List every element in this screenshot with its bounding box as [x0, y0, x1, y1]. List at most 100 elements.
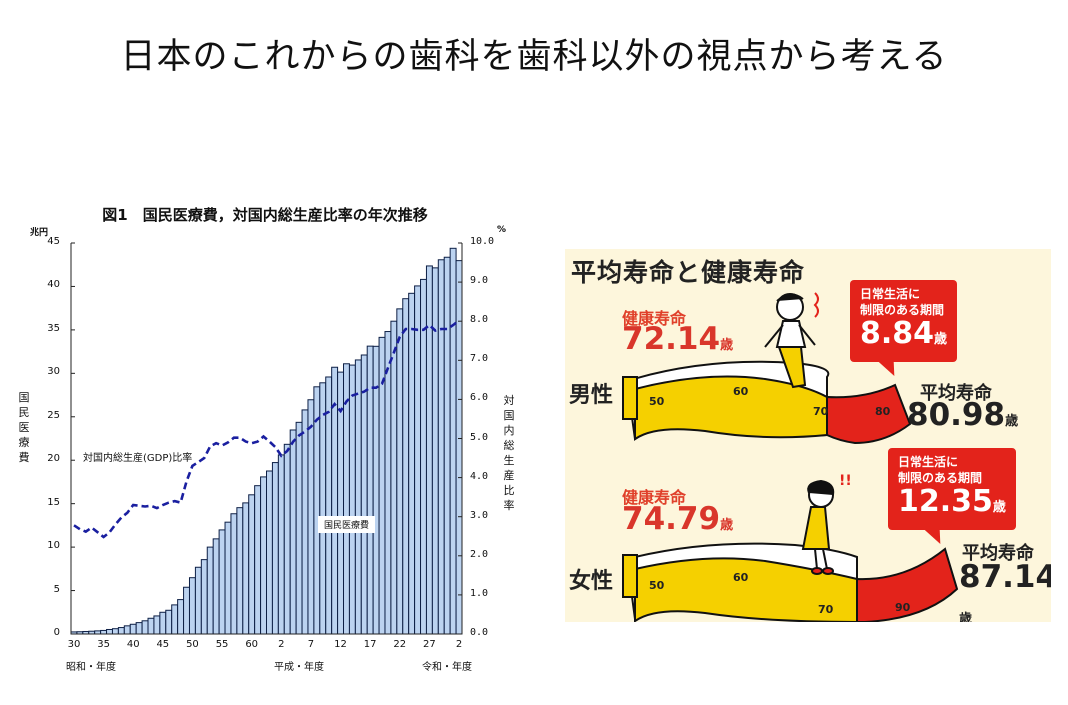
bar [212, 538, 220, 635]
x-tick-label: 7 [307, 639, 315, 650]
x-tick-label: 45 [156, 639, 170, 650]
bar [283, 443, 291, 635]
bar [242, 502, 250, 635]
bar [224, 521, 232, 635]
bar [414, 285, 422, 635]
slide-title: 日本のこれからの歯科を歯科以外の視点から考える [120, 37, 948, 77]
bar [325, 376, 333, 635]
left-tick-label: 45 [47, 236, 60, 247]
bar [165, 609, 173, 635]
svg-text:50: 50 [649, 579, 665, 592]
x-tick-label: 60 [245, 639, 259, 650]
female-limited-value: 12.35歳 [898, 484, 1006, 519]
left-axis-label: 国民医療費 [18, 391, 30, 464]
male-limited-period-bubble: 日常生活に 制限のある期間 8.84歳 [850, 280, 958, 362]
bar [437, 259, 445, 635]
bar [313, 386, 321, 635]
bar [266, 470, 273, 635]
svg-text:!!: !! [839, 473, 852, 489]
bar [129, 623, 137, 635]
male-limited-value: 8.84歳 [860, 316, 948, 351]
bar [159, 611, 167, 635]
bar [135, 622, 143, 635]
svg-text:90: 90 [895, 601, 911, 614]
bar [449, 247, 457, 635]
timeline-ribbons: !! 50 60 70 80 50 60 70 90 [622, 292, 959, 622]
medical-expenditure-chart: 図1 国民医療費，対国内総生産比率の年次推移 兆円 % 国民医療費 対国内総生産… [0, 190, 530, 690]
bar [348, 364, 356, 635]
bar [106, 628, 113, 635]
female-healthy-value: 74.79歳 [622, 501, 734, 537]
life-expectancy-infographic: 平均寿命と健康寿命 [565, 249, 1051, 622]
bar [295, 421, 303, 635]
left-tick-label: 10 [47, 540, 60, 552]
gdp-ratio-line [73, 319, 460, 539]
bubble-line-2: 制限のある期間 [898, 471, 983, 485]
bar [354, 359, 362, 635]
bar [194, 566, 202, 635]
bar [431, 267, 439, 635]
bar [183, 586, 190, 635]
female-avg-label: 平均寿命 [962, 543, 1034, 564]
left-tick-label: 30 [47, 366, 60, 378]
bar [390, 320, 398, 635]
male-avg-value: 80.98歳 [907, 397, 1019, 433]
chart-plot-area [70, 242, 463, 635]
svg-text:70: 70 [813, 405, 829, 418]
right-tick-label: 10.0 [470, 236, 495, 247]
bar [402, 298, 410, 635]
x-tick-label: 40 [126, 639, 140, 650]
right-tick-label: 7.0 [470, 353, 489, 365]
right-tick-label: 0.0 [470, 627, 489, 638]
bar [100, 629, 108, 635]
left-tick-label: 25 [47, 409, 60, 421]
bar [425, 265, 433, 635]
bar [260, 476, 267, 635]
x-tick-label: 17 [363, 639, 377, 650]
bar [301, 409, 309, 635]
bar [117, 627, 125, 635]
bubble-line-1: 日常生活に [898, 455, 959, 469]
x-tick-label: 35 [97, 639, 110, 650]
male-healthy-value: 72.14歳 [622, 321, 734, 357]
bar [147, 617, 155, 635]
right-tick-label: 2.0 [470, 548, 489, 560]
legend-line-label: 対国内総生産(GDP)比率 [83, 453, 193, 464]
bar [360, 354, 368, 635]
bar [372, 345, 380, 635]
era-label-showa: 昭和・年度 [66, 662, 116, 673]
female-healthy-label: 健康寿命 [622, 488, 687, 507]
right-tick-label: 9.0 [470, 275, 489, 287]
bar [206, 546, 214, 635]
right-tick-label: 6.0 [470, 392, 489, 404]
right-axis-unit: % [497, 225, 507, 235]
bar [230, 513, 238, 635]
x-tick-label: 50 [186, 639, 199, 650]
male-healthy-label: 健康寿命 [622, 309, 687, 328]
x-tick-label: 27 [423, 639, 436, 650]
right-tick-label: 4.0 [470, 470, 489, 482]
era-label-reiwa: 令和・年度 [422, 662, 472, 673]
left-tick-label: 35 [47, 322, 60, 334]
bar [289, 429, 297, 635]
female-ribbon [622, 542, 959, 622]
left-tick-label: 0 [53, 627, 60, 638]
x-tick-label: 22 [393, 639, 407, 650]
female-limited-period-bubble: 日常生活に 制限のある期間 12.35歳 [888, 448, 1016, 530]
bar [420, 278, 427, 635]
left-tick-label: 20 [47, 453, 60, 465]
svg-text:50: 50 [649, 395, 665, 408]
x-tick-label: 55 [215, 639, 229, 650]
bar [319, 382, 327, 635]
svg-text:70: 70 [818, 603, 834, 616]
right-tick-label: 3.0 [470, 509, 489, 521]
x-tick-label: 30 [67, 639, 81, 650]
infographic-title: 平均寿命と健康寿命 [571, 258, 806, 287]
x-tick-label: 2 [278, 639, 285, 650]
right-tick-label: 5.0 [470, 431, 489, 443]
right-tick-label: 1.0 [470, 587, 489, 599]
bar [248, 494, 256, 635]
bar [455, 260, 463, 635]
right-tick-label: 8.0 [470, 314, 489, 326]
bubble-line-2: 制限のある期間 [860, 303, 945, 317]
